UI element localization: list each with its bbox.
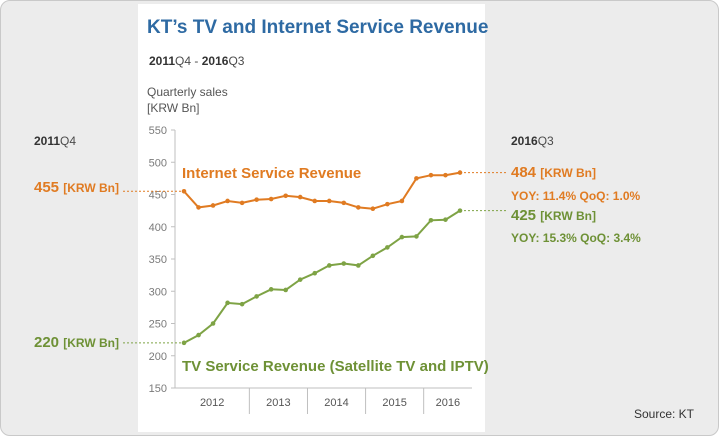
- period-separator: -: [191, 54, 202, 68]
- data-point-tv: [356, 263, 361, 268]
- start-internet-value: 455: [34, 179, 60, 196]
- start-tv-unit: [KRW Bn]: [63, 336, 119, 350]
- series-label-internet: Internet Service Revenue: [182, 165, 361, 182]
- series-line-internet: [183, 171, 461, 210]
- end-period-label: 2016Q3: [511, 134, 554, 148]
- data-point-tv: [239, 301, 245, 307]
- period-range: 2011Q4 - 2016Q3: [149, 54, 244, 68]
- y-axis-label-line1: Quarterly sales: [147, 85, 228, 99]
- data-point-internet: [341, 200, 347, 206]
- data-point-internet: [457, 170, 463, 175]
- data-point-internet: [443, 172, 448, 178]
- end-internet-unit: [KRW Bn]: [540, 166, 596, 180]
- end-tv-growth: YOY: 15.3% QoQ: 3.4%: [511, 231, 641, 245]
- data-point-tv: [268, 287, 274, 292]
- source-note: Source: KT: [633, 407, 694, 421]
- data-point-tv: [283, 287, 288, 293]
- start-tv-value: 220: [34, 334, 60, 351]
- series-label-tv: TV Service Revenue (Satellite TV and IPT…: [182, 358, 489, 375]
- series-line-tv: [183, 209, 461, 344]
- y-tick-label: 250: [149, 319, 167, 331]
- data-point-tv: [210, 321, 216, 326]
- start-internet-unit: [KRW Bn]: [63, 181, 119, 195]
- data-point-internet: [297, 194, 303, 200]
- y-tick-label: 500: [149, 157, 167, 169]
- data-point-tv: [414, 234, 419, 239]
- data-point-internet: [196, 205, 201, 210]
- data-point-tv: [297, 277, 303, 282]
- chart-panel: [138, 4, 485, 432]
- end-internet-value: 484: [511, 164, 537, 181]
- data-point-tv: [254, 294, 259, 299]
- data-point-internet: [356, 205, 361, 210]
- data-point-tv: [341, 261, 347, 266]
- data-point-tv: [370, 253, 376, 259]
- data-point-tv: [312, 270, 318, 276]
- data-point-internet: [210, 203, 216, 208]
- x-tick-label: 2016: [436, 397, 460, 409]
- data-point-internet: [414, 176, 419, 181]
- end-tv-value: 425: [511, 207, 537, 224]
- data-point-tv: [428, 218, 434, 223]
- y-tick-label: 150: [149, 383, 167, 395]
- end-year: 2016: [511, 134, 538, 148]
- end-internet-growth: YOY: 11.4% QoQ: 1.0%: [511, 189, 641, 203]
- period-end-quarter: Q3: [228, 54, 245, 68]
- data-point-tv: [326, 263, 332, 268]
- data-point-tv: [399, 234, 405, 240]
- y-axis-label-line2: [KRW Bn]: [147, 101, 200, 115]
- data-point-internet: [312, 198, 318, 204]
- end-tv-unit: [KRW Bn]: [540, 209, 596, 223]
- start-period-label: 2011Q4: [34, 134, 76, 148]
- data-point-internet: [239, 200, 245, 206]
- start-quarter: Q4: [60, 134, 77, 148]
- data-point-internet: [181, 188, 187, 194]
- data-point-internet: [254, 197, 259, 202]
- data-point-internet: [370, 206, 376, 211]
- end-quarter: Q3: [537, 134, 554, 148]
- start-internet-callout: 455 [KRW Bn]: [34, 179, 119, 196]
- y-tick-label: 200: [149, 351, 167, 363]
- x-tick-label: 2015: [382, 397, 406, 409]
- period-end-year: 2016: [201, 54, 229, 68]
- y-tick-label: 450: [149, 190, 167, 202]
- data-point-internet: [225, 198, 230, 204]
- x-tick-label: 2013: [266, 397, 290, 409]
- x-tick-label: 2014: [324, 397, 348, 409]
- data-point-tv: [385, 245, 390, 250]
- data-point-internet: [399, 198, 405, 204]
- end-tv-callout: 425 [KRW Bn]: [511, 207, 596, 224]
- start-year: 2011: [34, 134, 61, 148]
- data-point-internet: [428, 172, 434, 178]
- data-point-internet: [326, 198, 332, 204]
- period-start-quarter: Q4: [175, 54, 192, 68]
- y-tick-label: 550: [149, 125, 167, 137]
- data-point-tv: [181, 340, 187, 346]
- period-start-year: 2011: [149, 54, 176, 68]
- start-tv-callout: 220 [KRW Bn]: [34, 334, 119, 351]
- data-point-tv: [225, 300, 230, 306]
- y-tick-label: 350: [149, 254, 167, 266]
- data-point-internet: [268, 196, 274, 202]
- data-point-tv: [457, 208, 463, 213]
- end-internet-callout: 484 [KRW Bn]: [511, 164, 596, 181]
- y-tick-label: 400: [149, 222, 167, 234]
- data-point-tv: [196, 332, 201, 338]
- data-point-tv: [443, 217, 448, 222]
- data-point-internet: [385, 201, 390, 207]
- chart-title: KT’s TV and Internet Service Revenue: [147, 17, 489, 38]
- y-tick-label: 300: [149, 286, 167, 298]
- x-tick-label: 2012: [200, 397, 224, 409]
- data-point-internet: [283, 193, 288, 199]
